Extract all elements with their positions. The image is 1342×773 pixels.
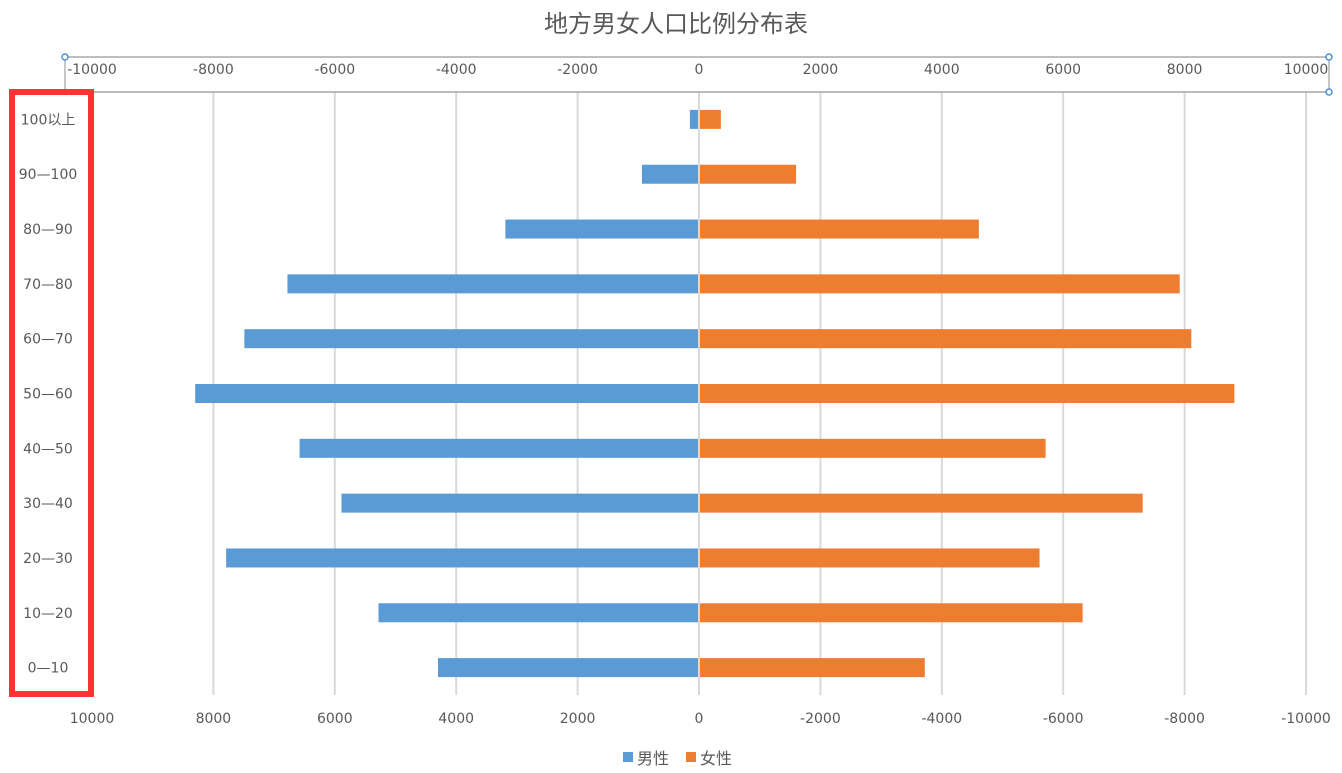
male-bar [437,658,698,678]
top-axis-tick-label: -6000 [314,62,355,78]
top-axis-tick-label: -10000 [67,62,117,78]
category-label: 90—100 [19,167,78,183]
bottom-axis-tick-label: 2000 [560,711,596,727]
selection-handle [1325,53,1333,61]
category-axis-highlight-box [9,89,94,697]
legend-swatch [686,752,696,762]
selection-handle [1325,88,1333,96]
bottom-axis-tick-label: -6000 [1043,711,1084,727]
male-bar [341,493,698,513]
male-bar [641,164,698,184]
female-bar [700,329,1192,349]
female-bar [700,548,1040,568]
category-label: 20—30 [23,551,73,567]
category-label: 10—20 [23,606,73,622]
female-bar [700,493,1143,513]
bottom-axis-tick-label: 4000 [438,711,474,727]
male-bar [378,603,698,623]
female-bar [700,658,925,678]
female-bar [700,384,1235,403]
category-label: 80—90 [23,222,73,238]
top-axis-tick-label: -8000 [193,62,234,78]
category-label: 50—60 [23,387,73,403]
female-bar [700,219,979,239]
female-bar [700,438,1046,458]
top-axis-tick-label: 0 [695,62,704,78]
top-axis-tick-label: 10000 [1284,62,1329,78]
bottom-axis-tick-label: -10000 [1281,711,1331,727]
bottom-axis-tick-label: -8000 [1164,711,1205,727]
top-axis-tick-label: 4000 [924,62,960,78]
female-bar [700,109,721,129]
male-bar [505,219,698,239]
female-bar [700,164,797,184]
bottom-axis-tick-label: 6000 [317,711,353,727]
female-bar [700,603,1083,623]
category-label: 40—50 [23,441,73,457]
legend-swatch [623,752,633,762]
bottom-axis-tick-label: 10000 [70,711,115,727]
chart-title: 地方男女人口比例分布表 [544,10,808,38]
bottom-axis-tick-label: -4000 [921,711,962,727]
male-bar [287,274,698,294]
male-bar [244,329,698,349]
top-axis-tick-label: -2000 [557,62,598,78]
top-axis-tick-label: -4000 [436,62,477,78]
selection-handle [61,53,69,61]
category-label: 100以上 [21,112,76,128]
top-axis-tick-label: 2000 [803,62,839,78]
bottom-axis-tick-label: 0 [695,711,704,727]
male-bar [299,438,698,458]
category-label: 70—80 [23,277,73,293]
category-label: 60—70 [23,332,73,348]
category-label: 30—40 [23,496,73,512]
female-bar [700,274,1180,294]
legend-label: 女性 [700,749,732,768]
male-bar [226,548,698,568]
top-axis-tick-label: 6000 [1045,62,1081,78]
category-label: 0—10 [28,661,69,677]
male-bar [689,109,698,129]
legend-label: 男性 [637,749,669,768]
male-bar [195,384,698,403]
top-axis-tick-label: 8000 [1167,62,1203,78]
bottom-axis-tick-label: 8000 [196,711,232,727]
bottom-axis-tick-label: -2000 [800,711,841,727]
